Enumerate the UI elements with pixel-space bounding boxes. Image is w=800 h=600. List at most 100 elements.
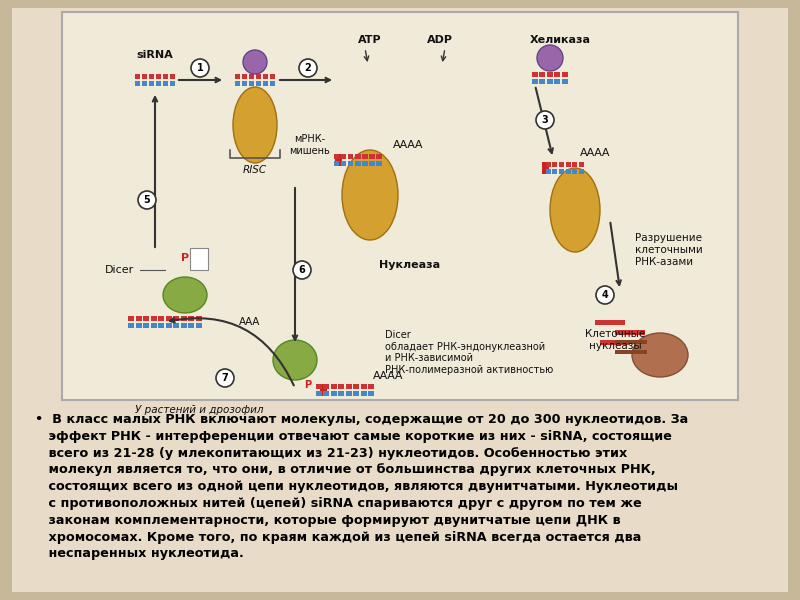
Text: ADP: ADP [427,35,453,45]
Text: Клеточные
нуклеазы: Клеточные нуклеазы [585,329,645,351]
Bar [334,161,339,166]
Bar [559,162,564,167]
Bar [376,154,382,159]
Bar [572,169,578,174]
Text: P: P [305,380,311,390]
Bar [270,81,275,86]
Bar [234,74,240,79]
Bar [348,161,354,166]
Bar [338,384,344,389]
Bar [348,154,354,159]
Bar [334,154,339,159]
Circle shape [216,369,234,387]
Text: Dicer
обладает РНК-эндонуклеазной
и РНК-зависимой
РНК-полимеразной активностью: Dicer обладает РНК-эндонуклеазной и РНК-… [385,330,554,375]
Bar [334,154,342,166]
Ellipse shape [273,340,317,380]
Bar [552,169,558,174]
Bar [330,391,337,396]
Bar [566,162,570,167]
Ellipse shape [243,50,267,74]
Bar [262,74,268,79]
Text: •  В класс малых РНК включают молекулы, содержащие от 20 до 300 нуклеотидов. За
: • В класс малых РНК включают молекулы, с… [35,413,688,560]
Bar [600,340,630,345]
Ellipse shape [233,87,277,163]
Bar [249,81,254,86]
Bar [143,323,149,328]
Circle shape [596,286,614,304]
Bar [150,323,157,328]
Circle shape [138,191,156,209]
Bar [546,79,553,84]
Bar [368,384,374,389]
Bar [150,316,157,321]
Bar [579,162,584,167]
Bar [615,330,645,335]
Bar [128,323,134,328]
Bar [595,320,625,325]
Bar [615,340,647,344]
Text: Разрушение
клеточными
РНК-азами: Разрушение клеточными РНК-азами [635,233,702,266]
Bar [361,384,366,389]
Bar [158,323,164,328]
Ellipse shape [632,333,688,377]
Bar [370,161,375,166]
Text: RISC: RISC [243,165,267,175]
Bar [234,81,240,86]
Text: 4: 4 [602,290,608,300]
Bar [166,323,171,328]
Bar [615,350,647,354]
Bar [546,169,550,174]
Bar [270,74,275,79]
Bar [135,316,142,321]
Bar [539,79,546,84]
Bar [155,74,161,79]
Bar [346,384,351,389]
Bar [376,161,382,166]
Text: 3: 3 [542,115,548,125]
Bar [315,391,322,396]
Bar [190,248,208,270]
Bar [149,74,154,79]
Circle shape [536,111,554,129]
Ellipse shape [537,45,563,71]
Bar [195,316,202,321]
Bar [554,72,560,77]
Bar [368,391,374,396]
Bar [135,323,142,328]
Bar [249,74,254,79]
Bar [566,169,570,174]
Bar [330,384,337,389]
Bar [315,384,322,389]
Bar [170,74,175,79]
Bar [562,72,568,77]
Bar [170,81,175,86]
Text: 7: 7 [222,373,228,383]
Text: 5: 5 [144,195,150,205]
Ellipse shape [550,168,600,252]
Bar [355,154,361,159]
Bar [341,154,346,159]
Bar [173,323,179,328]
Bar [158,316,164,321]
Bar [546,72,553,77]
Bar [323,391,329,396]
Bar [173,316,179,321]
Bar [362,154,368,159]
Bar [546,162,550,167]
Bar [181,323,186,328]
Bar [559,169,564,174]
Bar [262,81,268,86]
Bar [323,384,329,389]
Bar [255,74,261,79]
Bar [531,79,538,84]
Bar [128,316,134,321]
Bar [572,162,578,167]
Circle shape [191,59,209,77]
Text: 6: 6 [298,265,306,275]
Bar [181,316,186,321]
Bar [319,384,326,396]
Text: ATP: ATP [358,35,382,45]
Bar [338,391,344,396]
Circle shape [299,59,317,77]
Bar [134,74,140,79]
